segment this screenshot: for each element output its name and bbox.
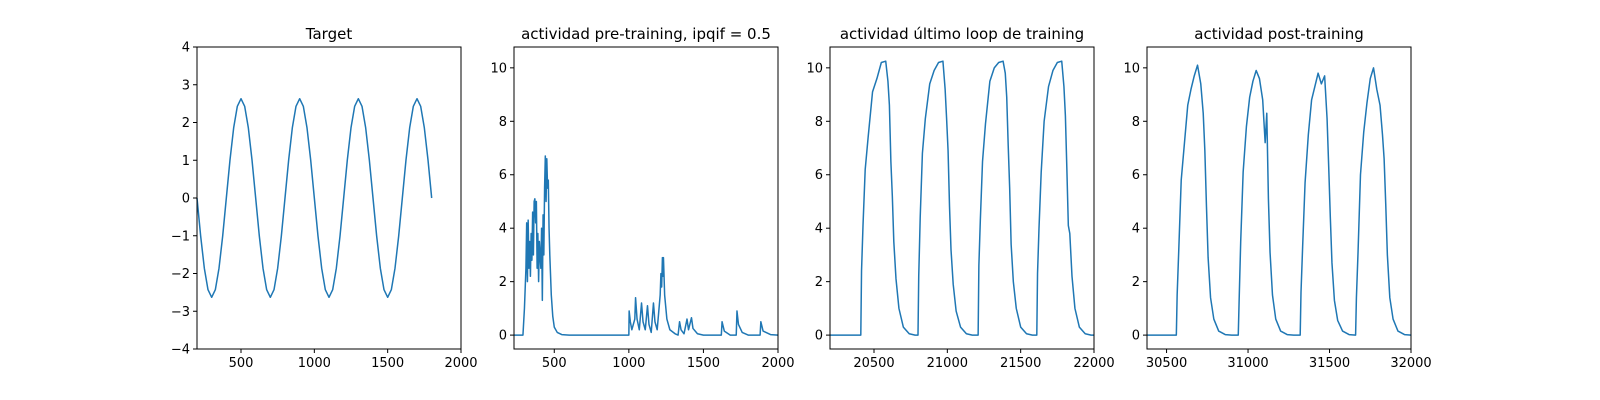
x-tick-label: 1000 <box>298 356 331 371</box>
y-tick-label: 4 <box>1132 222 1140 237</box>
y-tick-label: 6 <box>499 168 507 183</box>
y-tick-label: −4 <box>171 343 190 358</box>
y-tick-label: 0 <box>1132 329 1140 344</box>
subplot-title: actividad último loop de training <box>840 25 1084 43</box>
x-tick-label: 31000 <box>1227 356 1268 371</box>
axes-frame <box>196 46 462 350</box>
data-line <box>1147 64 1412 336</box>
y-tick-label: 0 <box>182 192 190 207</box>
x-tick-label: 30500 <box>1146 356 1187 371</box>
y-tick-label: 6 <box>1132 168 1140 183</box>
y-tick-label: 8 <box>499 115 507 130</box>
y-tick-label: 10 <box>806 61 823 76</box>
x-tick-label: 20500 <box>853 356 894 371</box>
axes-frame <box>829 46 1095 350</box>
y-tick-label: 4 <box>499 222 507 237</box>
y-tick-label: 2 <box>1132 275 1140 290</box>
x-tick-label: 1000 <box>612 356 645 371</box>
x-tick-label: 1500 <box>687 356 720 371</box>
y-tick-label: 8 <box>815 115 823 130</box>
y-tick-label: 3 <box>182 78 190 93</box>
x-tick-label: 21500 <box>1000 356 1041 371</box>
x-tick-label: 22000 <box>1073 356 1114 371</box>
x-tick-label: 500 <box>542 356 567 371</box>
y-tick-label: 10 <box>1123 61 1140 76</box>
data-line <box>196 97 433 299</box>
y-tick-label: −3 <box>171 305 190 320</box>
x-tick-label: 2000 <box>444 356 477 371</box>
subplot-title: actividad pre-training, ipqif = 0.5 <box>521 25 771 43</box>
x-tick-label: 32000 <box>1390 356 1431 371</box>
y-tick-label: 4 <box>182 41 190 56</box>
x-tick-label: 500 <box>229 356 254 371</box>
x-tick-label: 2000 <box>761 356 794 371</box>
y-tick-label: 1 <box>182 154 190 169</box>
y-tick-label: −1 <box>171 229 190 244</box>
y-tick-label: 0 <box>815 329 823 344</box>
subplot-title: actividad post-training <box>1194 25 1363 43</box>
y-tick-label: 2 <box>815 275 823 290</box>
y-tick-label: −2 <box>171 267 190 282</box>
y-tick-label: 0 <box>499 329 507 344</box>
axes-frame <box>513 46 779 350</box>
data-line <box>514 155 779 336</box>
data-line <box>830 60 1094 336</box>
y-tick-label: 10 <box>490 61 507 76</box>
y-tick-label: 6 <box>815 168 823 183</box>
y-tick-label: 2 <box>182 116 190 131</box>
x-tick-label: 1500 <box>371 356 404 371</box>
x-tick-label: 31500 <box>1309 356 1350 371</box>
axes-frame <box>1146 46 1412 350</box>
y-tick-label: 2 <box>499 275 507 290</box>
y-tick-label: 8 <box>1132 115 1140 130</box>
subplot-title: Target <box>305 25 353 43</box>
y-tick-label: 4 <box>815 222 823 237</box>
x-tick-label: 21000 <box>927 356 968 371</box>
